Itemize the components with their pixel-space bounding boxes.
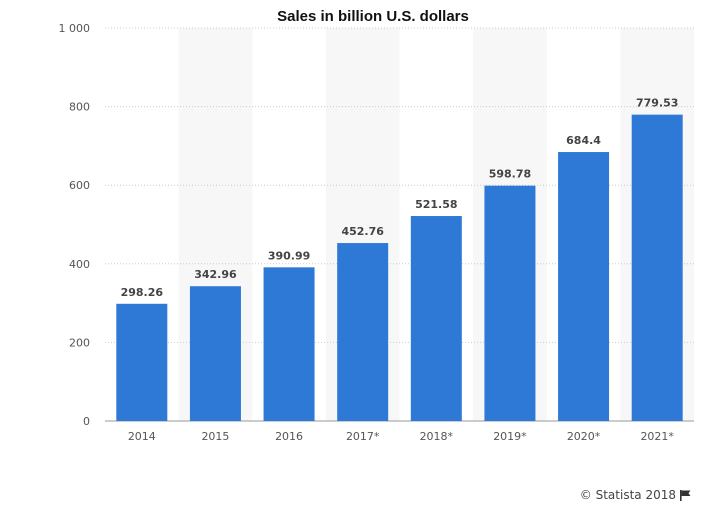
bars (116, 114, 683, 421)
chart-title: Sales in billion U.S. dollars (277, 8, 469, 25)
bar[interactable] (337, 243, 389, 421)
bar[interactable] (263, 267, 315, 421)
data-label: 342.96 (194, 268, 237, 281)
x-tick-label: 2017* (346, 430, 380, 443)
data-label: 521.58 (415, 198, 457, 211)
data-label: 598.78 (489, 168, 531, 181)
statista-credit[interactable]: © Statista 2018 (580, 488, 691, 502)
x-tick-label: 2018* (420, 430, 454, 443)
y-axis-labels: 0 200 400 600 800 1 000 (59, 22, 91, 428)
credit-text: © Statista 2018 (579, 488, 676, 502)
x-axis-labels: 2014 2015 2016 2017* 2018* 2019* 2020* 2021* (128, 430, 675, 443)
x-tick-label: 2016 (275, 430, 303, 443)
bar[interactable] (484, 185, 536, 421)
data-label: 684.4 (566, 134, 601, 147)
x-tick-label: 2020* (567, 430, 601, 443)
y-tick-label: 600 (69, 179, 90, 192)
x-tick-label: 2015 (201, 430, 229, 443)
y-tick-label: 800 (69, 101, 90, 114)
data-label: 298.26 (121, 286, 164, 299)
y-tick-label: 0 (83, 415, 90, 428)
bar[interactable] (631, 114, 683, 421)
x-tick-label: 2019* (493, 430, 527, 443)
x-tick-label: 2021* (640, 430, 674, 443)
bar[interactable] (558, 152, 610, 421)
data-label: 779.53 (636, 97, 678, 110)
data-labels: 298.26 342.96 390.99 452.76 521.58 598.78 684.… (121, 97, 679, 299)
bar[interactable] (410, 216, 462, 421)
y-tick-label: 400 (69, 258, 90, 271)
x-tick-label: 2014 (128, 430, 156, 443)
data-label: 452.76 (341, 225, 384, 238)
flag-icon (680, 489, 691, 501)
y-tick-label: 1 000 (59, 22, 91, 35)
data-label: 390.99 (268, 249, 310, 262)
bar[interactable] (189, 286, 241, 421)
bar[interactable] (116, 303, 168, 421)
y-tick-label: 200 (69, 336, 90, 349)
